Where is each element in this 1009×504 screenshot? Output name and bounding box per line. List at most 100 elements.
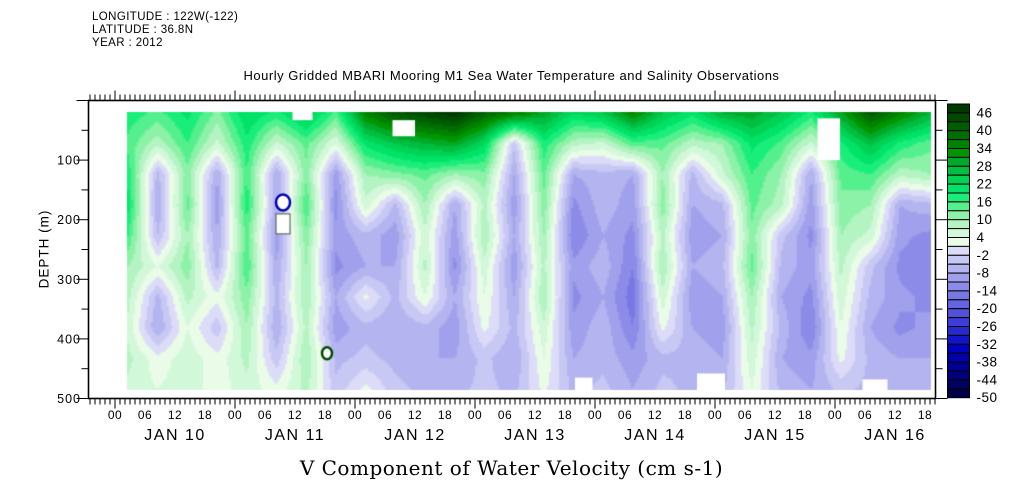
x-hour-label: 12 — [408, 408, 422, 422]
x-axis-title: V Component of Water Velocity (cm s-1) — [299, 456, 724, 480]
x-hour-label: 18 — [318, 408, 332, 422]
x-day-label: JAN 10 — [144, 427, 205, 444]
colorbar-label: -20 — [977, 301, 998, 316]
x-hour-label: 00 — [108, 408, 122, 422]
x-hour-label: 00 — [348, 408, 362, 422]
colorbar-label: -14 — [977, 283, 998, 298]
colorbar-label: -2 — [977, 248, 990, 263]
colorbar-cell — [947, 343, 970, 354]
colorbar-cell — [947, 290, 970, 301]
y-tick-label: 200 — [57, 213, 81, 227]
x-hour-label: 12 — [888, 408, 902, 422]
header-year: YEAR : 2012 — [92, 37, 163, 49]
x-hour-label: 12 — [648, 408, 662, 422]
colorbar-cell — [947, 219, 970, 230]
x-day-label: JAN 14 — [624, 427, 685, 444]
colorbar-cell — [947, 121, 970, 132]
x-hour-label: 18 — [438, 408, 452, 422]
x-hour-label: 00 — [228, 408, 242, 422]
x-hour-label: 12 — [168, 408, 182, 422]
x-hour-label: 00 — [468, 408, 482, 422]
x-hour-label: 18 — [558, 408, 572, 422]
colorbar-cell — [947, 254, 970, 265]
colorbar-cell — [947, 112, 970, 123]
colorbar-cell — [947, 379, 970, 390]
colorbar-cell — [947, 210, 970, 221]
colorbar-cell — [947, 299, 970, 310]
colorbar-cell — [947, 272, 970, 283]
colorbar-cell — [947, 326, 970, 336]
colorbar-cell — [947, 263, 970, 274]
x-day-label: JAN 12 — [384, 427, 445, 444]
y-tick-label: 500 — [57, 392, 81, 406]
plot-frame — [87, 99, 937, 400]
colorbar-cell — [947, 281, 970, 292]
x-day-label: JAN 15 — [744, 427, 805, 444]
colorbar-cell — [947, 165, 970, 176]
colorbar-label: -26 — [977, 319, 998, 334]
colorbar-cell — [947, 148, 970, 158]
colorbar-label: -38 — [977, 355, 998, 370]
colorbar-label: 28 — [977, 159, 993, 174]
x-hour-label: 06 — [498, 408, 512, 422]
colorbar-label: -50 — [977, 390, 998, 405]
colorbar-label: 4 — [977, 230, 985, 245]
colorbar-cell — [947, 370, 970, 381]
x-hour-label: 00 — [588, 408, 602, 422]
y-axis-label: DEPTH (m) — [36, 209, 52, 289]
x-hour-label: 06 — [138, 408, 152, 422]
x-hour-label: 06 — [378, 408, 392, 422]
colorbar-cell — [947, 308, 970, 319]
x-day-label: JAN 13 — [504, 427, 565, 444]
colorbar-label: 22 — [977, 177, 993, 192]
colorbar-cell — [947, 334, 970, 345]
plot-title: Hourly Gridded MBARI Mooring M1 Sea Wate… — [243, 68, 780, 83]
x-hour-label: 06 — [738, 408, 752, 422]
colorbar-cell — [947, 183, 970, 194]
colorbar-cell — [947, 201, 970, 212]
x-hour-label: 18 — [798, 408, 812, 422]
header-latitude: LATITUDE : 36.8N — [92, 24, 194, 36]
colorbar-cell — [947, 174, 970, 185]
header-longitude: LONGITUDE : 122W(-122) — [92, 11, 239, 23]
colorbar-cell — [947, 245, 970, 256]
colorbar-cell — [947, 192, 970, 203]
x-hour-label: 18 — [678, 408, 692, 422]
x-hour-label: 06 — [258, 408, 272, 422]
colorbar-label: -32 — [977, 337, 998, 352]
y-tick-label: 100 — [57, 154, 81, 168]
colorbar-cell — [947, 103, 970, 114]
colorbar-label: 16 — [977, 194, 993, 209]
colorbar-cell — [947, 361, 970, 372]
x-hour-label: 12 — [528, 408, 542, 422]
colorbar-label: 10 — [977, 212, 993, 227]
x-hour-label: 06 — [858, 408, 872, 422]
colorbar-cell — [947, 352, 970, 363]
colorbar-label: 40 — [977, 123, 993, 138]
colorbar-cell — [947, 317, 970, 328]
y-tick-label: 300 — [57, 273, 81, 287]
x-hour-label: 12 — [288, 408, 302, 422]
x-hour-label: 18 — [918, 408, 932, 422]
x-hour-label: 12 — [768, 408, 782, 422]
colorbar-label: 34 — [977, 141, 993, 156]
colorbar-cell — [947, 228, 970, 239]
x-hour-label: 00 — [708, 408, 722, 422]
colorbar-label: -44 — [977, 372, 998, 387]
x-hour-label: 06 — [618, 408, 632, 422]
colorbar-cell — [947, 237, 970, 247]
x-hour-label: 00 — [828, 408, 842, 422]
x-day-label: JAN 11 — [265, 427, 325, 444]
header-info: LONGITUDE : 122W(-122) LATITUDE : 36.8N … — [92, 11, 238, 50]
colorbar-cell — [947, 130, 970, 141]
y-tick-label: 400 — [57, 332, 81, 346]
colorbar-label: -8 — [977, 266, 990, 281]
x-hour-label: 18 — [198, 408, 212, 422]
colorbar-cell — [947, 388, 970, 399]
colorbar-cell — [947, 156, 970, 167]
colorbar-label: 46 — [977, 105, 993, 120]
colorbar-cell — [947, 139, 970, 150]
